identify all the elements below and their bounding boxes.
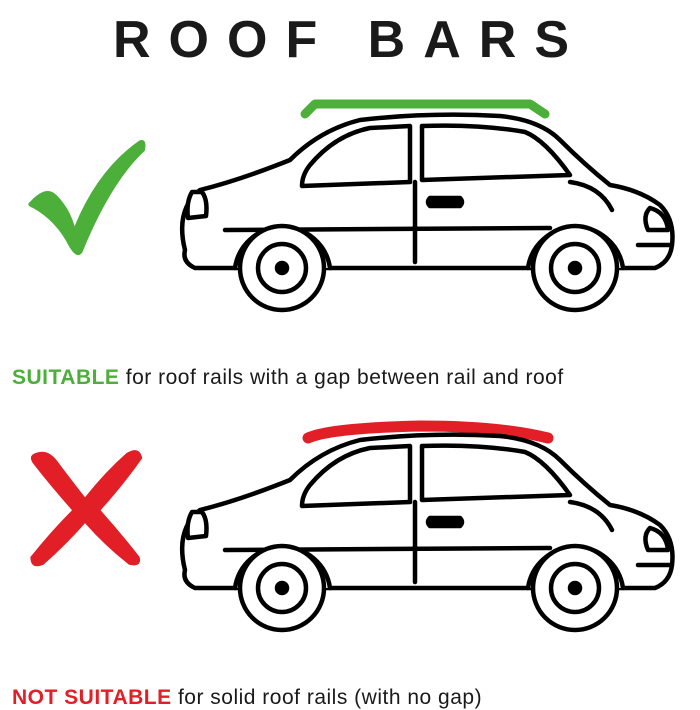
caption-rest: for solid roof rails (with no gap) [172,686,482,709]
caption-not-suitable: NOT SUITABLE for solid roof rails (with … [12,686,482,710]
page-title: ROOF BARS [0,10,700,70]
panel-not-suitable: NOT SUITABLE for solid roof rails (with … [0,410,700,710]
caption-lead: NOT SUITABLE [12,686,172,709]
caption-lead: SUITABLE [12,366,119,389]
caption-rest: for roof rails with a gap between rail a… [119,366,563,389]
car-suitable [130,90,690,340]
panel-suitable: SUITABLE for roof rails with a gap betwe… [0,90,700,390]
car-not-suitable [130,410,690,660]
caption-suitable: SUITABLE for roof rails with a gap betwe… [12,366,564,390]
roof-rail-gap-icon [305,104,545,114]
